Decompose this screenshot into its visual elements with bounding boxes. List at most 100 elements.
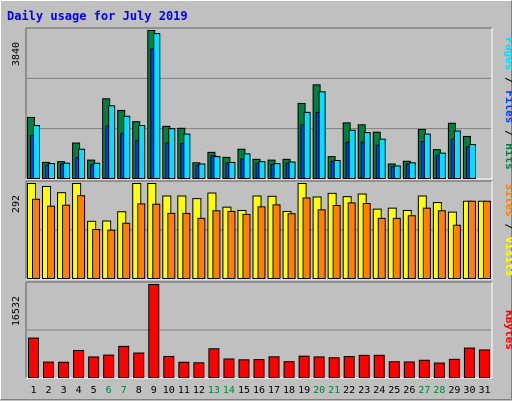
bar-kbytes-day-6: KBytes: 4120 xyxy=(103,354,115,378)
bar-kbytes-day-2: KBytes: 2890 xyxy=(43,361,55,378)
x-tick-label-day-23: 23 xyxy=(358,385,370,396)
bar-kbytes-day-12: KBytes: 2770 xyxy=(193,362,205,378)
bar-sites-day-6: Sites: 150 xyxy=(107,229,116,280)
x-tick-label-day-17: 17 xyxy=(268,385,280,396)
x-tick-label-day-14: 14 xyxy=(223,385,235,396)
bar-kbytes-day-5: KBytes: 3790 xyxy=(88,356,100,379)
panel-mid-legend-part-1: / xyxy=(503,217,512,237)
x-tick-label-day-30: 30 xyxy=(463,385,475,396)
bar-kbytes-day-4: KBytes: 4930 xyxy=(73,349,85,378)
x-tick-label-day-22: 22 xyxy=(343,385,355,396)
bar-kbytes-day-14: KBytes: 3430 xyxy=(223,358,235,379)
x-tick-label-day-5: 5 xyxy=(91,385,97,396)
x-tick-label-day-10: 10 xyxy=(163,385,175,396)
bar-pages-day-13: Pages: 590 xyxy=(213,156,221,179)
x-tick-label-day-8: 8 xyxy=(136,385,142,396)
bar-pages-day-6: Pages: 1900 xyxy=(108,105,116,179)
bar-sites-day-2: Sites: 223 xyxy=(47,205,56,280)
bar-pages-day-9: Pages: 3760 xyxy=(153,33,161,179)
bar-sites-day-15: Sites: 198 xyxy=(242,213,251,280)
bar-sites-day-30: Sites: 238 xyxy=(467,200,476,279)
bar-sites-day-25: Sites: 186 xyxy=(392,217,401,280)
bar-sites-day-21: Sites: 225 xyxy=(332,205,341,280)
x-tick-label-day-9: 9 xyxy=(151,385,157,396)
bar-kbytes-day-28: KBytes: 2720 xyxy=(433,362,445,379)
bar-kbytes-day-11: KBytes: 2860 xyxy=(178,361,190,378)
bar-kbytes-day-23: KBytes: 4070 xyxy=(358,354,370,378)
bar-sites-day-26: Sites: 194 xyxy=(407,215,416,279)
bar-sites-day-17: Sites: 227 xyxy=(272,204,281,279)
bar-sites-day-16: Sites: 221 xyxy=(257,206,266,279)
bar-kbytes-day-24: KBytes: 4080 xyxy=(373,354,385,379)
bar-sites-day-9: Sites: 229 xyxy=(152,203,161,279)
bar-kbytes-day-21: KBytes: 3650 xyxy=(328,357,340,378)
bar-sites-day-4: Sites: 255 xyxy=(77,195,86,279)
bar-pages-day-5: Pages: 420 xyxy=(93,162,101,179)
x-tick-label-day-16: 16 xyxy=(253,385,265,396)
bar-pages-day-2: Pages: 410 xyxy=(48,163,56,179)
panel-top-legend-part-2: Files xyxy=(503,90,512,123)
bar-pages-day-4: Pages: 780 xyxy=(78,148,86,179)
bar-pages-day-23: Pages: 1210 xyxy=(363,132,371,180)
x-tick-label-day-6: 6 xyxy=(106,385,112,396)
bar-kbytes-day-7: KBytes: 5650 xyxy=(118,345,130,378)
bar-kbytes-day-29: KBytes: 3370 xyxy=(448,358,460,379)
bar-kbytes-day-10: KBytes: 3880 xyxy=(163,355,175,378)
x-tick-label-day-13: 13 xyxy=(208,385,220,396)
bar-kbytes-day-1: KBytes: 7110 xyxy=(28,337,39,378)
panel-top-legend-part-0: Pages xyxy=(503,37,512,70)
x-tick-label-day-2: 2 xyxy=(46,385,52,396)
panel-top-legend-part-3: / xyxy=(503,123,512,143)
x-tick-label-day-27: 27 xyxy=(418,385,430,396)
bar-pages-day-3: Pages: 420 xyxy=(63,162,71,179)
bar-sites-day-19: Sites: 248 xyxy=(302,197,311,280)
bar-sites-day-13: Sites: 209 xyxy=(212,210,221,279)
bar-pages-day-28: Pages: 680 xyxy=(438,152,446,179)
x-tick-label-day-25: 25 xyxy=(388,385,400,396)
bar-sites-day-31: Sites: 238 xyxy=(482,200,491,279)
bar-sites-day-3: Sites: 226 xyxy=(62,204,71,279)
bar-sites-day-22: Sites: 233 xyxy=(347,202,356,279)
panel-bottom-legend-part-0: KBytes xyxy=(503,310,512,350)
bar-pages-day-30: Pages: 900 xyxy=(468,144,476,179)
panel-top-legend: Pages / Files / Hits xyxy=(503,37,512,170)
x-tick-label-day-18: 18 xyxy=(283,385,295,396)
x-tick-label-day-21: 21 xyxy=(328,385,340,396)
bar-sites-day-1: Sites: 244 xyxy=(32,198,40,279)
panel-bottom-max-label: 16532 xyxy=(11,296,22,326)
bar-sites-day-28: Sites: 209 xyxy=(437,210,446,279)
bar-pages-day-19: Pages: 1730 xyxy=(303,111,311,179)
bar-sites-day-23: Sites: 231 xyxy=(362,203,371,279)
bar-sites-day-8: Sites: 230 xyxy=(137,203,146,279)
panel-mid-legend-part-2: Visits xyxy=(503,237,512,277)
bar-sites-day-18: Sites: 200 xyxy=(287,213,296,280)
x-tick-label-day-3: 3 xyxy=(61,385,67,396)
bar-kbytes-day-9: KBytes: 16532 xyxy=(148,284,160,378)
x-tick-label-day-19: 19 xyxy=(298,385,310,396)
bar-sites-day-12: Sites: 186 xyxy=(197,217,206,280)
x-tick-label-day-4: 4 xyxy=(76,385,82,396)
x-tick-label-day-24: 24 xyxy=(373,385,385,396)
bar-pages-day-29: Pages: 1250 xyxy=(453,130,461,179)
bar-kbytes-day-13: KBytes: 5230 xyxy=(208,348,220,378)
bar-pages-day-22: Pages: 1270 xyxy=(348,129,356,180)
panel-top-legend-part-4: Hits xyxy=(503,143,512,170)
x-tick-label-day-29: 29 xyxy=(448,385,460,396)
bar-pages-day-21: Pages: 490 xyxy=(333,159,341,180)
bar-sites-day-11: Sites: 201 xyxy=(182,212,191,279)
panel-bottom-legend: KBytes xyxy=(503,310,512,350)
x-tick-label-day-31: 31 xyxy=(478,385,490,396)
bar-pages-day-15: Pages: 660 xyxy=(243,153,251,179)
bar-kbytes-day-25: KBytes: 2950 xyxy=(388,361,400,379)
bar-kbytes-day-8: KBytes: 4480 xyxy=(133,352,145,378)
bar-pages-day-11: Pages: 1170 xyxy=(183,133,191,179)
bar-pages-day-16: Pages: 460 xyxy=(258,161,266,180)
bar-pages-day-18: Pages: 450 xyxy=(288,161,296,179)
bar-kbytes-day-18: KBytes: 2960 xyxy=(283,361,295,379)
x-tick-label-day-26: 26 xyxy=(403,385,415,396)
bar-sites-day-24: Sites: 186 xyxy=(377,217,386,280)
bar-pages-day-26: Pages: 430 xyxy=(408,162,416,180)
x-tick-label-day-20: 20 xyxy=(313,385,325,396)
panel-mid-legend: Sites / Visits xyxy=(503,184,512,277)
